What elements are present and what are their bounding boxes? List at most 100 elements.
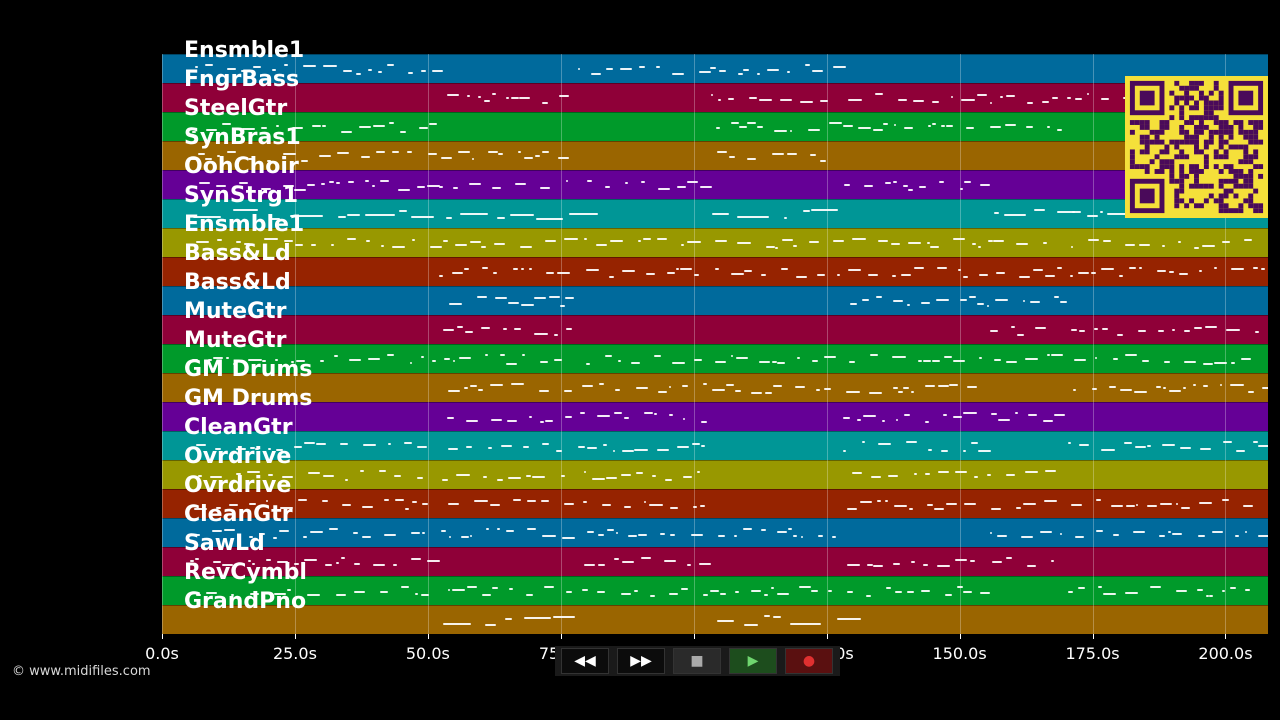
qr-module [1159,169,1165,174]
note-mark [892,563,901,565]
note-mark [643,501,647,503]
note-mark [1043,242,1047,244]
note-mark [204,158,213,160]
qr-module [1213,120,1219,125]
note-mark [763,615,770,617]
note-mark [499,354,505,356]
note-mark [1044,500,1057,502]
note-mark [957,586,963,588]
note-mark [281,476,293,478]
note-mark [1053,296,1060,298]
note-mark [680,268,693,270]
note-mark [447,589,450,591]
qr-module [1129,164,1135,170]
note-mark [253,66,262,68]
qr-module [1149,139,1155,145]
note-mark [860,501,873,503]
note-mark [480,246,487,248]
note-mark [448,303,463,305]
note-mark [1091,388,1098,390]
qr-module [1198,124,1204,130]
note-mark [694,274,699,276]
qr-module [1238,159,1244,165]
note-mark [338,216,347,218]
note-mark [944,356,952,358]
note-mark [609,276,615,278]
note-mark [524,157,534,159]
qr-module [1213,100,1219,106]
qr-module [1159,159,1165,165]
qr-module [1218,129,1224,135]
lane-divider [162,605,1268,606]
note-mark [412,239,415,241]
rewind-button[interactable]: ◀◀ [561,648,609,674]
note-mark [335,594,347,596]
qr-module [1169,90,1175,96]
qr-module [1169,139,1175,145]
note-mark [908,508,913,510]
note-mark [944,594,952,596]
fast-forward-button[interactable]: ▶▶ [617,648,665,674]
note-mark [1075,536,1084,538]
track-label: CleanGtr [184,502,293,527]
note-mark [882,420,885,422]
note-mark [1199,448,1212,450]
qr-module [1179,95,1185,101]
record-button[interactable]: ● [785,648,833,674]
note-mark [323,475,335,477]
note-mark [630,362,640,364]
note-mark [503,328,507,330]
note-mark [621,450,634,452]
note-mark [922,360,932,362]
note-mark [541,151,550,153]
note-mark [524,617,552,619]
note-mark [380,245,385,247]
note-mark [362,536,371,538]
qr-module [1174,193,1180,199]
note-mark [213,561,222,563]
note-mark [447,417,454,419]
note-mark [770,587,774,589]
note-mark [615,532,619,534]
qr-module [1218,178,1224,184]
note-mark [511,383,525,385]
note-mark [883,123,889,125]
note-mark [905,441,918,443]
note-mark [222,564,233,566]
play-button[interactable]: ▶ [729,648,777,674]
note-mark [996,272,1005,274]
note-mark [461,536,469,538]
note-mark [591,478,605,480]
qr-module [1228,144,1234,150]
note-mark [1171,329,1176,331]
note-mark [1243,239,1252,241]
note-mark [1178,273,1189,275]
qr-code-icon[interactable] [1125,76,1268,218]
note-mark [1101,449,1115,451]
qr-module [1218,95,1224,101]
qr-module [1223,193,1229,199]
note-mark [918,186,926,188]
note-mark [505,363,518,365]
note-mark [846,391,860,393]
note-mark [359,470,365,472]
note-mark [780,268,789,270]
qr-module [1139,139,1145,145]
note-mark [392,151,399,153]
note-mark [1070,275,1073,277]
note-mark [699,71,712,73]
note-mark [938,471,950,473]
note-mark [427,153,438,155]
note-mark [709,590,719,592]
note-mark [720,593,726,595]
note-mark [950,96,954,98]
qr-module [1189,85,1195,91]
note-mark [216,507,222,509]
note-mark [941,125,945,127]
note-mark [936,565,951,567]
note-mark [525,594,533,596]
stop-button[interactable]: ■ [673,648,721,674]
note-mark [758,361,770,363]
note-mark [976,303,984,305]
note-mark [656,449,669,451]
